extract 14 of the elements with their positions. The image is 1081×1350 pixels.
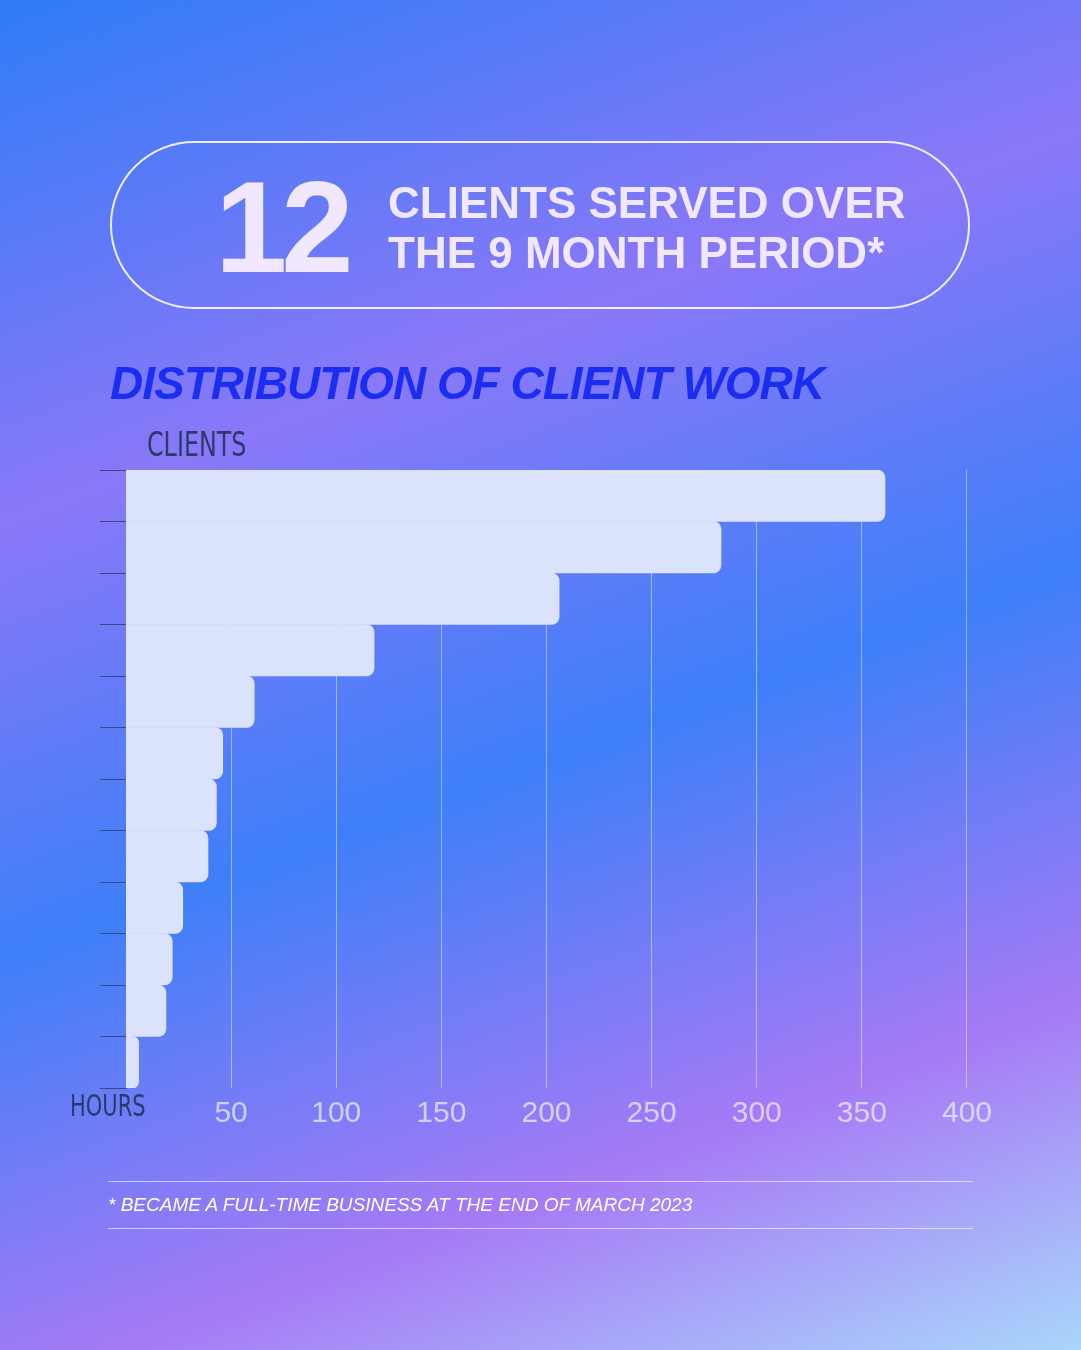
chart-title: DISTRIBUTION OF CLIENT WORK <box>110 356 829 410</box>
text: 12 <box>215 153 348 302</box>
x-tick-label: 350 <box>836 1095 887 1129</box>
x-tick-label: 150 <box>416 1095 467 1129</box>
x-tick-label: 100 <box>311 1095 362 1129</box>
x-tick-label: 250 <box>626 1095 677 1129</box>
text: * BECAME A FULL-TIME BUSINESS AT THE END OF MARCH 2023 <box>108 1181 973 1229</box>
text: CLIENTS SERVED OVER THE 9 MONTH PERIOD* <box>388 178 907 278</box>
x-tick-label: 400 <box>941 1095 992 1129</box>
x-tick-label: 50 <box>214 1095 248 1129</box>
x-tick-label: 200 <box>521 1095 572 1129</box>
x-tick-label: 300 <box>731 1095 782 1129</box>
x-axis-title: HOURS <box>70 1088 146 1123</box>
y-axis-title: CLIENTS <box>147 424 247 464</box>
